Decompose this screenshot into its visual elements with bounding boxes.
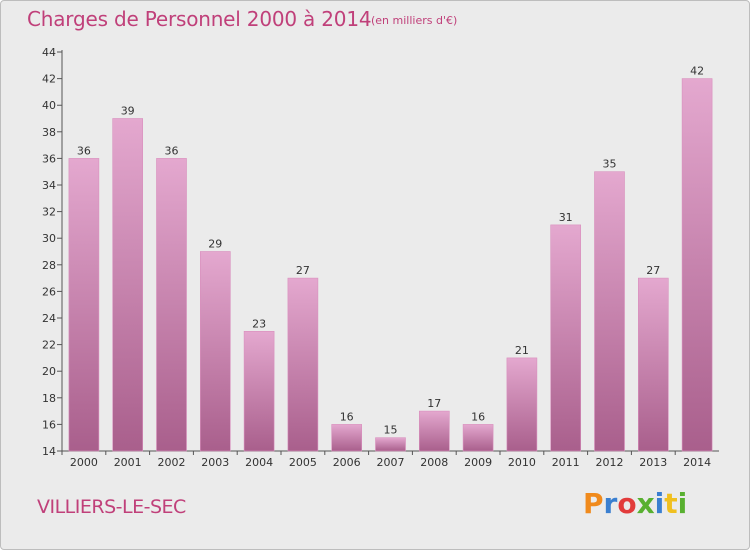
data-label-2008: 17 [427,397,441,410]
x-tick-label: 2007 [377,456,405,469]
x-tick-label: 2010 [508,456,536,469]
data-label-2009: 16 [471,410,485,423]
data-labels: 36 39 36 29 23 27 16 15 17 16 21 31 35 27 42 [77,65,704,437]
data-label-2014: 42 [690,65,704,78]
axes: 14 16 18 20 22 24 26 28 30 32 34 36 38 40 42 44 2000 2001… [42,46,719,469]
data-label-2006: 16 [340,410,354,423]
logo-letter: i [654,487,665,520]
logo-letter: P [583,487,604,520]
data-label-2007: 15 [384,424,398,437]
x-tick-label: 2002 [158,456,186,469]
y-tick-label: 30 [42,232,56,245]
x-tick-label: 2008 [420,456,448,469]
y-tick-label: 14 [42,445,56,458]
data-label-2005: 27 [296,264,310,277]
y-tick-label: 16 [42,418,56,431]
bar-2001 [112,118,143,452]
data-label-2000: 36 [77,144,91,157]
bar-2007 [375,437,406,452]
x-tick-label: 2005 [289,456,317,469]
chart-title: Charges de Personnel 2000 à 2014 [27,7,372,31]
logo-letter: o [617,487,637,520]
proxiti-logo: Proxiti [583,487,687,520]
y-tick-label: 22 [42,339,56,352]
y-tick-label: 44 [42,46,56,59]
y-tick-label: 26 [42,285,56,298]
bar-2003 [200,251,231,452]
bar-2012 [594,171,625,452]
data-label-2013: 27 [646,264,660,277]
y-tick-label: 20 [42,365,56,378]
data-label-2011: 31 [559,211,573,224]
x-tick-label: 2004 [245,456,273,469]
bar-2002 [156,158,187,452]
logo-letter: x [636,487,655,520]
data-label-2002: 36 [165,144,179,157]
bar-2010 [506,357,538,452]
commune-name: VILLIERS-LE-SEC [37,496,186,518]
y-tick-label: 18 [42,392,56,405]
bar-2000 [68,158,100,452]
chart-subtitle: (en milliers d'€) [371,14,458,27]
bar-2011 [550,224,582,452]
y-tick-label: 28 [42,259,56,272]
x-tick-label: 2014 [683,456,711,469]
y-tick-label: 32 [42,206,56,219]
data-label-2004: 23 [252,317,266,330]
y-tick-label: 40 [42,99,56,112]
y-tick-label: 38 [42,126,56,139]
bar-2005 [287,277,319,452]
data-label-2012: 35 [603,158,617,171]
y-tick-label: 34 [42,179,56,192]
x-tick-label: 2011 [552,456,580,469]
y-tick-label: 24 [42,312,56,325]
logo-letter: t [664,487,678,520]
x-tick-label: 2012 [596,456,624,469]
x-tick-label: 2009 [464,456,492,469]
x-tick-label: 2001 [114,456,142,469]
data-label-2001: 39 [121,105,135,118]
bar-2013 [637,277,669,452]
x-tick-label: 2003 [201,456,229,469]
bar-2004 [243,330,275,452]
y-tick-label: 36 [42,152,56,165]
x-tick-label: 2000 [70,456,98,469]
logo-letter: r [603,487,618,520]
data-label-2010: 21 [515,344,529,357]
x-tick-label: 2013 [639,456,667,469]
y-tick-label: 42 [42,73,56,86]
data-label-2003: 29 [208,238,222,251]
bars [68,78,713,452]
bar-2009 [462,424,494,452]
logo-letter: i [677,487,688,520]
bar-2006 [331,424,363,452]
bar-2014 [681,78,713,452]
bar-2008 [418,410,450,452]
x-tick-label: 2006 [333,456,361,469]
